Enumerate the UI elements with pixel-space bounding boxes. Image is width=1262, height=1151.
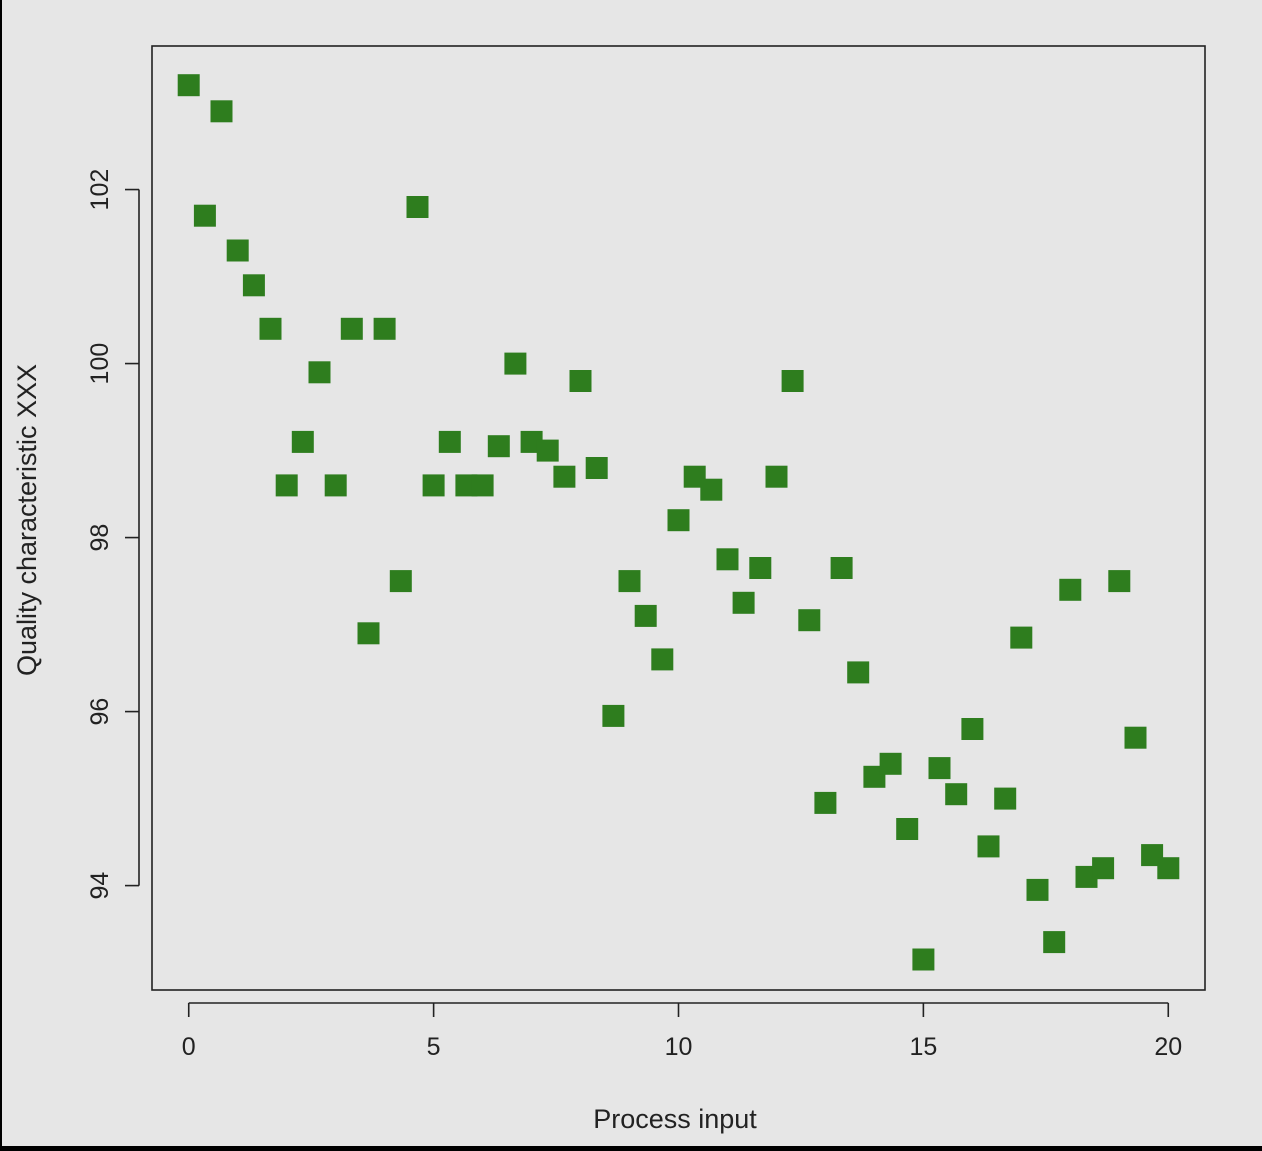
data-point-13 (389, 570, 412, 593)
data-point-50 (994, 787, 1017, 810)
data-point-40 (830, 557, 853, 579)
data-point-57 (1108, 570, 1131, 593)
data-point-7 (291, 430, 314, 453)
data-point-2 (210, 100, 233, 123)
data-point-4 (242, 274, 265, 297)
data-point-11 (357, 622, 380, 645)
data-point-54 (1059, 578, 1082, 601)
data-point-48 (961, 718, 984, 740)
data-point-22 (536, 439, 559, 462)
data-point-20 (504, 352, 527, 375)
data-point-3 (226, 239, 249, 262)
data-point-44 (896, 818, 919, 840)
data-point-24 (569, 370, 592, 392)
y-tick-label-4: 102 (86, 169, 114, 211)
x-axis: 0 5 10 15 20 (182, 1002, 1182, 1061)
data-point-31 (683, 465, 706, 488)
data-point-41 (847, 661, 870, 684)
data-point-30 (667, 509, 690, 532)
y-tick-label-3: 100 (86, 343, 114, 385)
data-point-8 (308, 361, 331, 384)
data-point-18 (471, 474, 494, 497)
data-point-56 (1092, 857, 1115, 880)
data-point-28 (634, 604, 657, 627)
data-point-27 (618, 570, 641, 593)
data-point-14 (406, 196, 429, 218)
data-point-19 (487, 435, 510, 458)
data-point-47 (945, 783, 968, 806)
plot-area-border (151, 45, 1206, 991)
data-point-43 (879, 752, 902, 775)
data-point-53 (1043, 931, 1066, 954)
data-point-52 (1026, 878, 1049, 901)
y-tick-label-0: 94 (86, 872, 114, 900)
data-point-33 (716, 548, 739, 571)
x-tick-label-2: 10 (665, 1033, 693, 1061)
data-point-35 (749, 557, 772, 579)
data-point-55 (1075, 865, 1098, 888)
data-point-37 (781, 370, 804, 392)
data-point-23 (553, 465, 576, 488)
data-point-36 (765, 465, 788, 488)
data-point-34 (732, 591, 755, 614)
data-points (177, 74, 1180, 971)
x-axis-label: Process input (593, 1104, 757, 1134)
x-tick-label-0: 0 (182, 1033, 196, 1061)
data-point-0 (177, 74, 200, 97)
data-point-10 (340, 317, 363, 340)
y-tick-label-2: 98 (86, 524, 114, 552)
data-point-9 (324, 474, 347, 497)
data-point-5 (259, 317, 282, 340)
data-point-12 (373, 317, 396, 340)
data-point-39 (814, 791, 837, 814)
y-axis-label: Quality characteristic XXX (12, 364, 42, 676)
data-point-46 (928, 757, 951, 780)
x-tick-label-1: 5 (427, 1033, 441, 1061)
data-point-1 (193, 204, 216, 227)
data-point-45 (912, 948, 935, 971)
y-tick-label-1: 96 (86, 698, 114, 726)
data-point-51 (1010, 626, 1033, 649)
data-point-49 (977, 835, 1000, 858)
x-tick-label-4: 20 (1154, 1033, 1182, 1061)
data-point-29 (651, 648, 674, 671)
x-tick-label-3: 15 (909, 1033, 937, 1061)
y-axis: 94 96 98 100 102 (86, 169, 140, 900)
data-point-6 (275, 474, 298, 497)
data-point-32 (700, 478, 723, 501)
data-point-25 (585, 457, 608, 479)
data-point-16 (438, 430, 461, 453)
data-point-26 (602, 704, 625, 727)
data-point-60 (1157, 857, 1180, 880)
data-point-38 (798, 609, 821, 632)
data-point-15 (422, 474, 445, 497)
data-point-58 (1124, 726, 1147, 749)
